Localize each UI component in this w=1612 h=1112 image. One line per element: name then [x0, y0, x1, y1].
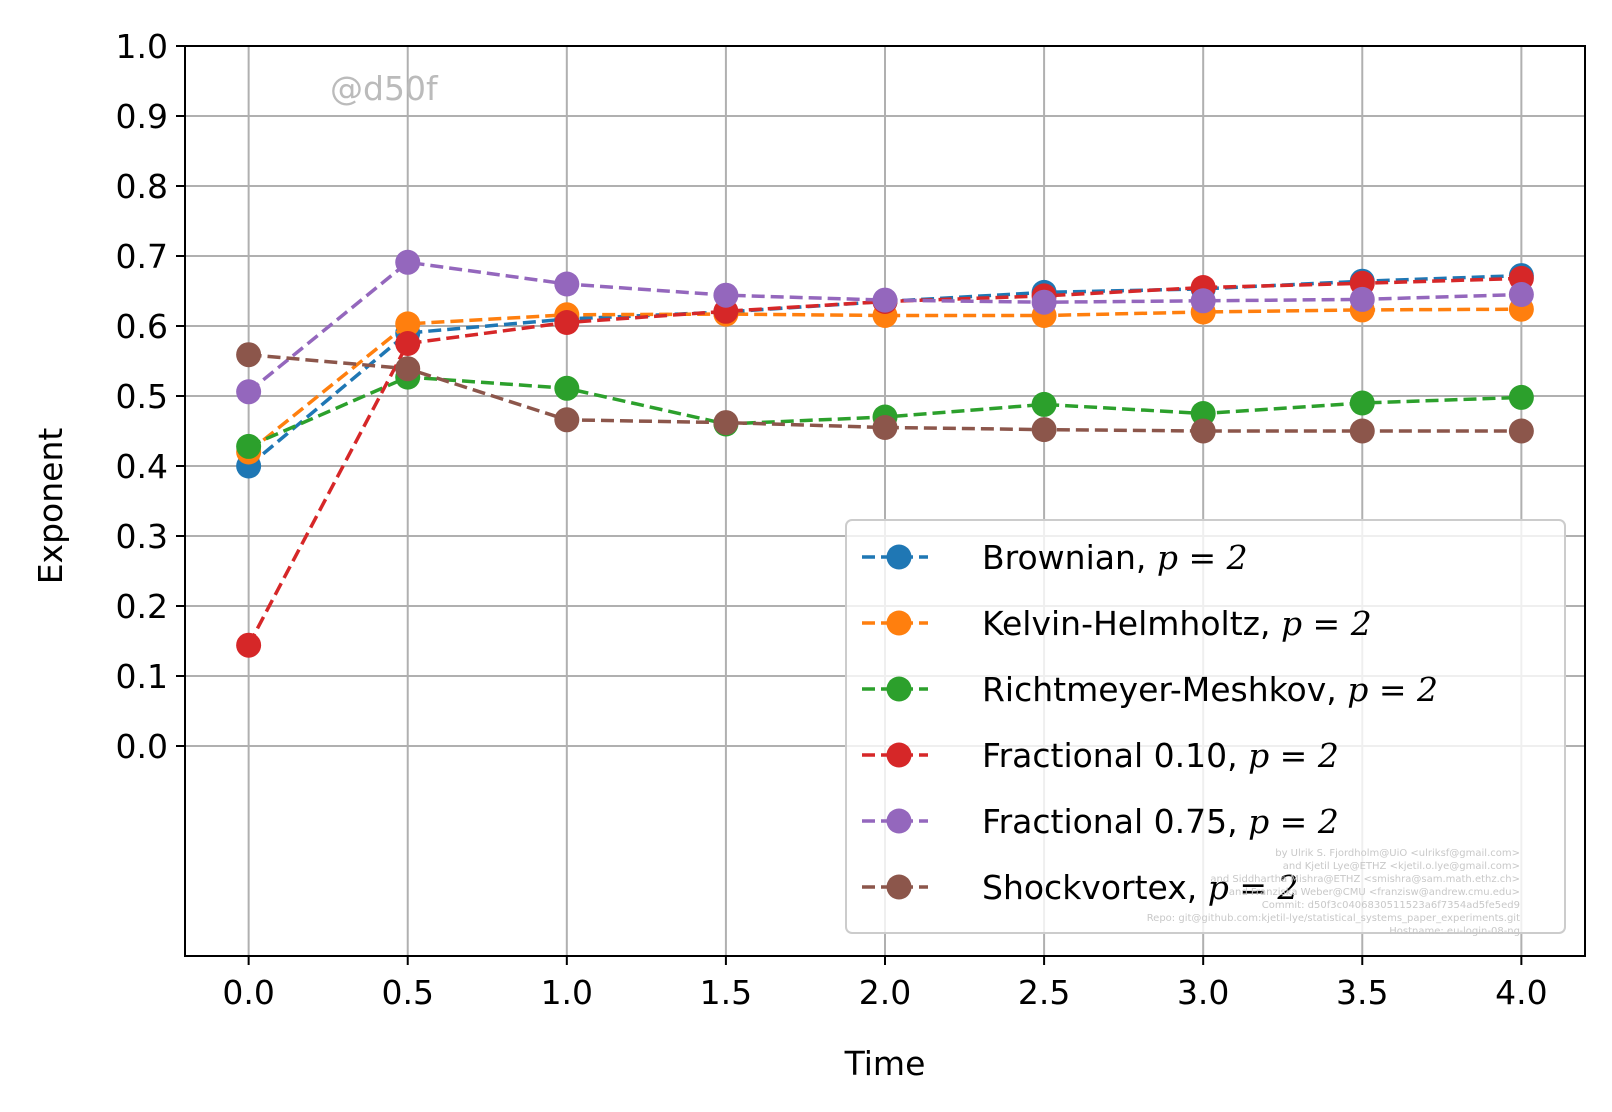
x-tick-label: 2.5 [1018, 973, 1070, 1012]
legend-label: Shockvortex, p = 2 [982, 868, 1299, 907]
credit-line: Repo: git@github.com:kjetil-lye/statisti… [1147, 913, 1520, 924]
data-point [1031, 417, 1057, 443]
series-line [248, 352, 1522, 433]
legend-entry: Kelvin-Helmholtz, p = 2 [862, 604, 1372, 643]
y-tick-label: 0.7 [116, 237, 168, 276]
series-5 [236, 249, 1534, 405]
y-tick-label: 0.0 [116, 727, 168, 766]
watermark: @d50f [330, 69, 439, 108]
legend: Brownian, p = 2 Kelvin-Helmholtz, p = 2 Ri… [845, 519, 1566, 934]
data-point [1349, 418, 1375, 444]
data-point [872, 287, 898, 313]
credits-text: by Ulrik S. Fjordholm@UiO <ulriksf@gmail… [1147, 848, 1520, 937]
legend-label: Fractional 0.10, p = 2 [982, 736, 1339, 775]
y-tick-label: 1.0 [116, 27, 168, 66]
data-point [554, 310, 580, 335]
legend-box [845, 519, 1566, 934]
y-tick-label: 0.6 [116, 307, 168, 346]
data-point [236, 379, 262, 405]
data-point [395, 311, 421, 337]
data-point [554, 375, 580, 401]
x-tick-label: 0.5 [381, 973, 433, 1012]
x-tick-label: 3.0 [1177, 973, 1229, 1012]
legend-entry: Fractional 0.10, p = 2 [862, 736, 1339, 775]
credit-line: Commit: d50f3c0406830511523a6f7354ad5fe5… [1262, 900, 1520, 911]
data-point [1508, 418, 1534, 444]
legend-marker [886, 742, 912, 768]
data-point [713, 410, 739, 436]
credit-line: and Siddhartha Mishra@ETHZ <smishra@sam.… [1210, 874, 1520, 885]
data-point [236, 342, 262, 368]
data-point [713, 282, 739, 308]
series-line [247, 307, 1522, 454]
series-layer [236, 249, 1534, 658]
x-tick-label: 1.5 [700, 973, 752, 1012]
data-point [1508, 282, 1534, 307]
credit-line: and Kjetil Lye@ETHZ <kjetil.o.lye@gmail.… [1283, 861, 1520, 872]
y-tick-label: 0.9 [116, 97, 168, 136]
x-tick-label: 3.5 [1336, 973, 1388, 1012]
y-axis-label: Exponent [31, 428, 70, 585]
credit-line: Hostname: eu-login-08-ng [1389, 926, 1520, 937]
legend-label: Kelvin-Helmholtz, p = 2 [982, 604, 1372, 643]
legend-entry: Shockvortex, p = 2 [862, 868, 1299, 907]
data-point [1349, 390, 1375, 416]
legend-marker [886, 874, 912, 900]
data-point [236, 632, 262, 658]
data-point [872, 415, 898, 440]
y-tick-label: 0.2 [116, 587, 168, 626]
data-point [1190, 418, 1216, 444]
legend-marker [886, 544, 912, 570]
data-point [395, 331, 421, 356]
legend-marker [886, 676, 912, 702]
data-point [1508, 384, 1534, 410]
legend-label: Fractional 0.75, p = 2 [982, 802, 1339, 841]
x-axis-label: Time [844, 1044, 926, 1083]
credit-line: and Franziska Weber@CMU <franzisw@andrew… [1229, 887, 1520, 898]
credit-line: by Ulrik S. Fjordholm@UiO <ulriksf@gmail… [1275, 848, 1520, 859]
x-tick-label: 0.0 [222, 973, 274, 1012]
series-6 [236, 342, 1534, 444]
x-tick-label: 1.0 [541, 973, 593, 1012]
data-point [554, 271, 580, 297]
legend-label: Richtmeyer-Meshkov, p = 2 [982, 670, 1438, 709]
data-point [1031, 391, 1057, 417]
ticks: 0.0 0.5 1.0 1.5 2.0 2.5 3.0 3.5 4.0 0.0 0.1 0.2 0.3 0… [116, 27, 1548, 1012]
data-point [236, 433, 262, 459]
y-tick-label: 0.1 [116, 657, 168, 696]
data-point [395, 356, 421, 382]
y-tick-label: 0.4 [116, 447, 168, 486]
data-point [1190, 288, 1216, 314]
legend-marker [886, 808, 912, 834]
data-point [1349, 286, 1375, 312]
y-tick-label: 0.5 [116, 377, 168, 416]
legend-label: Brownian, p = 2 [982, 538, 1248, 577]
legend-entry: Richtmeyer-Meshkov, p = 2 [862, 670, 1438, 709]
x-tick-label: 4.0 [1495, 973, 1547, 1012]
legend-marker [886, 610, 912, 636]
data-point [554, 407, 580, 433]
y-tick-label: 0.3 [116, 517, 168, 556]
data-point [1190, 401, 1216, 426]
data-point [395, 249, 421, 275]
x-tick-label: 2.0 [859, 973, 911, 1012]
legend-entry: Brownian, p = 2 [862, 538, 1248, 577]
legend-entry: Fractional 0.75, p = 2 [862, 802, 1339, 841]
y-tick-label: 0.8 [116, 167, 168, 206]
data-point [1031, 289, 1057, 315]
